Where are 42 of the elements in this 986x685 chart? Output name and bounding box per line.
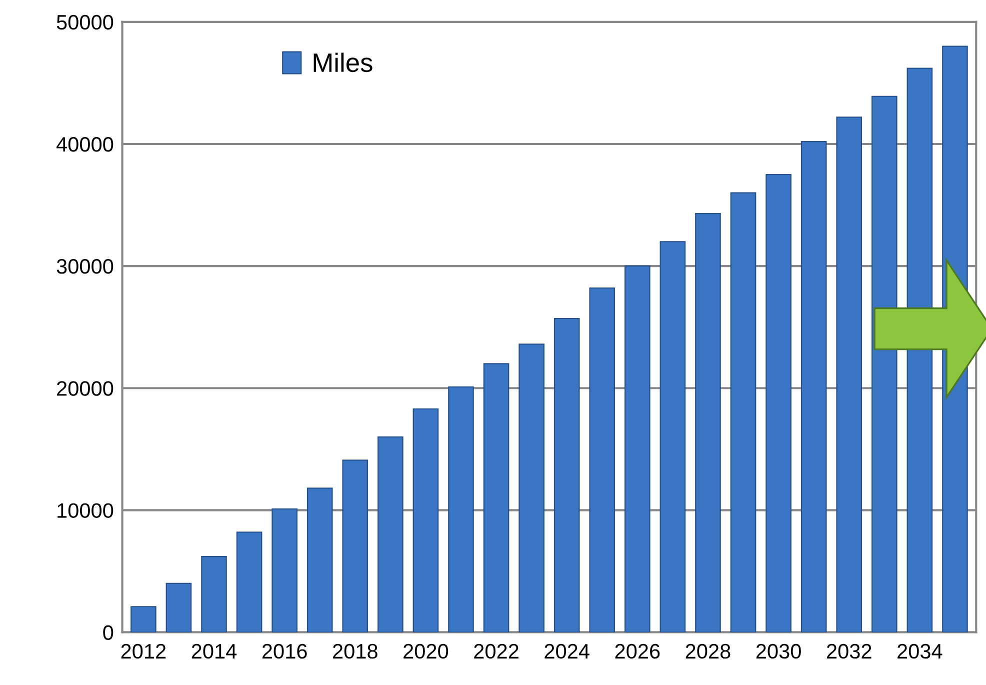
x-tick-label: 2032 bbox=[826, 644, 872, 659]
bar bbox=[871, 96, 898, 632]
x-tick-label: 2012 bbox=[121, 644, 166, 659]
bar bbox=[130, 606, 156, 632]
x-tick-label: 2034 bbox=[898, 644, 942, 659]
bar bbox=[906, 68, 933, 632]
bar bbox=[800, 140, 827, 632]
x-tick-label: 2014 bbox=[192, 644, 237, 659]
legend-label: Miles bbox=[314, 52, 372, 72]
y-tick-label: 20000 bbox=[57, 381, 114, 396]
bar bbox=[166, 582, 192, 632]
bar bbox=[306, 488, 333, 632]
bar bbox=[483, 363, 510, 632]
y-tick-label: 10000 bbox=[58, 503, 114, 518]
y-tick-label: 50000 bbox=[56, 14, 114, 30]
bar bbox=[554, 318, 580, 632]
bar bbox=[518, 344, 544, 632]
bar bbox=[660, 241, 686, 632]
x-tick-label: 2024 bbox=[544, 644, 590, 659]
bar bbox=[201, 556, 227, 632]
y-tick-label: 30000 bbox=[56, 259, 114, 274]
bar bbox=[448, 386, 474, 632]
x-tick-label: 2028 bbox=[686, 644, 730, 659]
bar bbox=[766, 174, 792, 632]
bar bbox=[589, 287, 616, 632]
bar bbox=[836, 116, 862, 632]
x-tick-label: 2030 bbox=[756, 644, 801, 659]
x-tick-label: 2020 bbox=[404, 644, 448, 659]
bar bbox=[378, 436, 404, 632]
bar bbox=[236, 532, 262, 632]
bar bbox=[412, 408, 439, 632]
bar bbox=[624, 266, 650, 632]
bar bbox=[730, 192, 756, 632]
y-tick-label: 0 bbox=[103, 625, 114, 640]
bar bbox=[695, 213, 721, 632]
bar bbox=[342, 460, 368, 632]
x-tick-label: 2026 bbox=[615, 644, 660, 659]
bar bbox=[272, 508, 298, 632]
y-tick-label: 40000 bbox=[56, 136, 114, 152]
x-tick-label: 2016 bbox=[262, 644, 307, 659]
x-tick-label: 2022 bbox=[474, 644, 518, 659]
x-tick-label: 2018 bbox=[333, 644, 378, 659]
